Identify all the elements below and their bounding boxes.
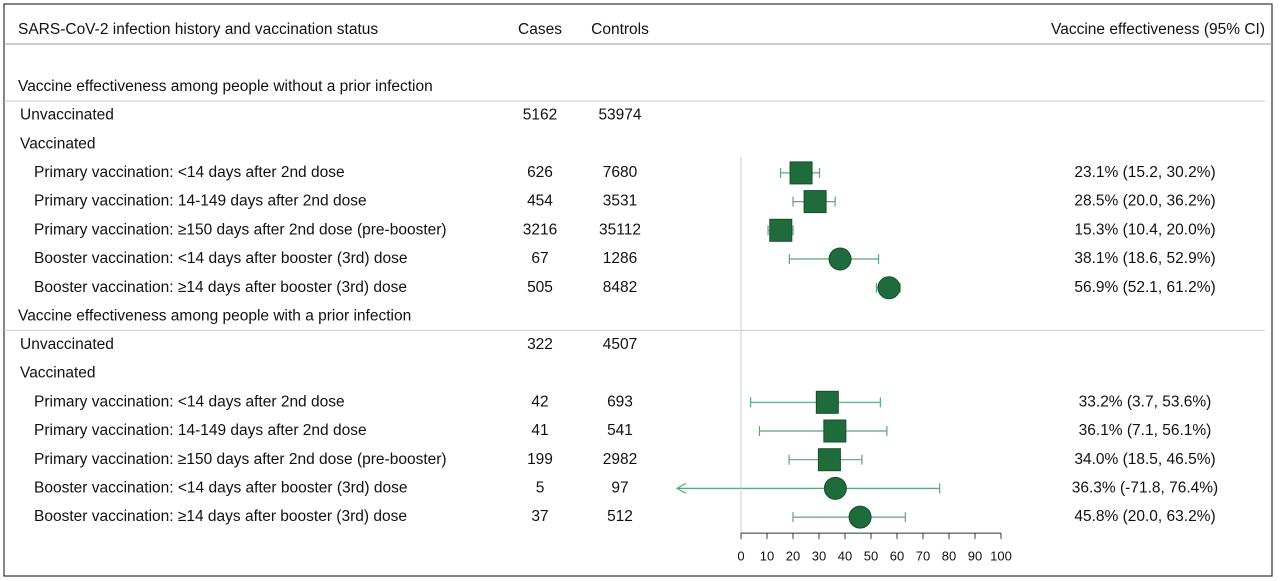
cases: 5 <box>536 479 545 496</box>
row-label: Unvaccinated <box>20 107 114 124</box>
cases: 505 <box>527 279 553 296</box>
estimate-marker <box>828 247 852 271</box>
x-tick-label: 50 <box>864 549 878 564</box>
row-label: Primary vaccination: 14-149 days after 2… <box>34 422 367 439</box>
row-label: Primary vaccination: ≥150 days after 2nd… <box>34 451 447 468</box>
cases: 37 <box>531 508 548 525</box>
controls: 541 <box>607 422 633 439</box>
x-tick-label: 30 <box>812 549 826 564</box>
x-tick-label: 0 <box>737 549 744 564</box>
frame <box>3 3 1273 577</box>
controls: 53974 <box>598 107 641 124</box>
row-label: Unvaccinated <box>20 336 114 353</box>
value-label: 34.0% (18.5, 46.5%) <box>1074 451 1215 468</box>
cases: 41 <box>531 422 548 439</box>
estimate-marker <box>848 505 872 529</box>
row-label: Booster vaccination: ≥14 days after boos… <box>34 279 407 296</box>
value-label: 15.3% (10.4, 20.0%) <box>1074 221 1215 238</box>
controls: 8482 <box>603 279 637 296</box>
cases: 3216 <box>523 221 557 238</box>
estimate-marker <box>789 161 813 185</box>
row-label: Primary vaccination: ≥150 days after 2nd… <box>34 221 447 238</box>
estimate-marker <box>803 190 827 214</box>
section-title: Vaccine effectiveness among people witho… <box>18 78 433 95</box>
x-tick-label: 60 <box>890 549 904 564</box>
cases: 5162 <box>523 107 557 124</box>
row-label: Vaccinated <box>20 135 96 152</box>
controls: 4507 <box>603 336 637 353</box>
x-tick-label: 90 <box>968 549 982 564</box>
estimate-marker <box>823 419 847 443</box>
controls: 7680 <box>603 164 638 181</box>
controls: 3531 <box>603 193 637 210</box>
value-label: 28.5% (20.0, 36.2%) <box>1074 193 1215 210</box>
controls: 512 <box>607 508 633 525</box>
cases: 199 <box>527 451 553 468</box>
cases: 626 <box>527 164 553 181</box>
x-tick-label: 70 <box>916 549 930 564</box>
cases: 42 <box>531 393 548 410</box>
row-label: Primary vaccination: <14 days after 2nd … <box>34 164 345 181</box>
estimate-marker <box>815 390 839 414</box>
row-label: Primary vaccination: 14-149 days after 2… <box>34 193 367 210</box>
x-tick-label: 40 <box>838 549 852 564</box>
value-label: 36.1% (7.1, 56.1%) <box>1079 422 1212 439</box>
column-header: Controls <box>591 21 649 38</box>
column-header: Cases <box>518 21 562 38</box>
cases: 67 <box>531 250 548 267</box>
x-tick-label: 100 <box>990 549 1012 564</box>
row-label: Booster vaccination: <14 days after boos… <box>34 479 408 496</box>
value-label: 45.8% (20.0, 63.2%) <box>1074 508 1215 525</box>
row-label: Booster vaccination: ≥14 days after boos… <box>34 508 407 525</box>
value-label: 36.3% (-71.8, 76.4%) <box>1072 479 1218 496</box>
value-label: 23.1% (15.2, 30.2%) <box>1074 164 1215 181</box>
estimate-marker <box>769 218 793 242</box>
controls: 693 <box>607 393 633 410</box>
x-tick-label: 10 <box>760 549 774 564</box>
value-label: 33.2% (3.7, 53.6%) <box>1079 393 1212 410</box>
controls: 2982 <box>603 451 637 468</box>
estimate-marker <box>817 448 841 472</box>
ci-arrow <box>675 482 687 494</box>
row-label: Primary vaccination: <14 days after 2nd … <box>34 393 345 410</box>
controls: 97 <box>611 479 628 496</box>
controls: 35112 <box>599 221 641 238</box>
controls: 1286 <box>603 250 637 267</box>
x-tick-label: 20 <box>786 549 800 564</box>
cases: 322 <box>527 336 553 353</box>
cases: 454 <box>527 193 553 210</box>
row-label: Booster vaccination: <14 days after boos… <box>34 250 408 267</box>
column-header: Vaccine effectiveness (95% CI) <box>1051 21 1265 38</box>
value-label: 38.1% (18.6, 52.9%) <box>1074 250 1215 267</box>
row-label: Vaccinated <box>20 365 96 382</box>
estimate-marker <box>877 276 901 300</box>
x-tick-label: 80 <box>942 549 956 564</box>
value-label: 56.9% (52.1, 61.2%) <box>1074 279 1215 296</box>
section-title: Vaccine effectiveness among people with … <box>18 307 411 324</box>
estimate-marker <box>823 476 847 500</box>
column-header: SARS-CoV-2 infection history and vaccina… <box>18 21 378 38</box>
